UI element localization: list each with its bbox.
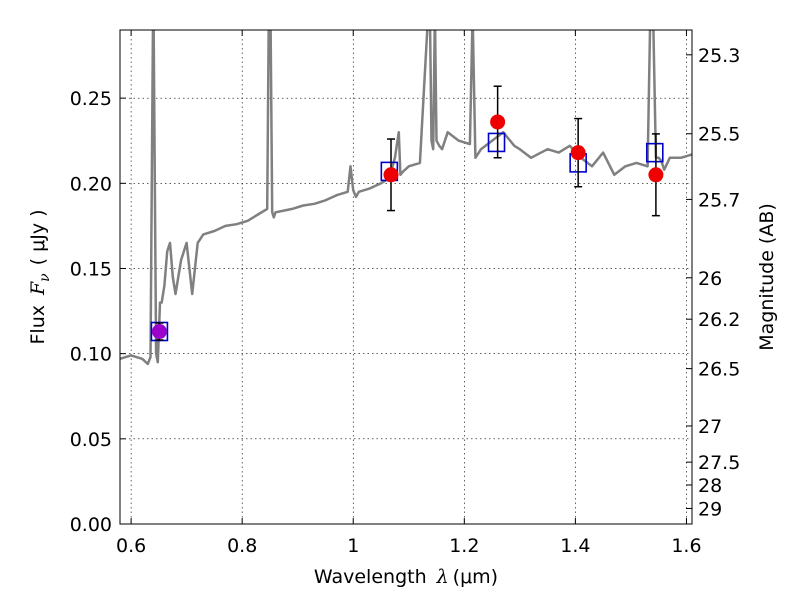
- y2-tick-label: 26: [698, 268, 722, 290]
- y2-tick-label: 27.5: [698, 452, 740, 474]
- y2-tick-label: 25.7: [698, 189, 740, 211]
- model-photometry-square: [487, 132, 506, 153]
- x-tick-label: 1.4: [560, 535, 590, 557]
- model-photometry-square: [645, 142, 664, 163]
- x-tick-label: 0.8: [227, 535, 257, 557]
- y2-tick-label: 29: [698, 498, 722, 520]
- observed-photometry-point: [648, 167, 664, 183]
- y2-tick-label: 25.3: [698, 45, 740, 67]
- y2-tick-label: 27: [698, 416, 722, 438]
- x-tick-label: 1.6: [671, 535, 701, 557]
- y2-tick-label: 26.2: [698, 309, 740, 331]
- x-tick-label: 1: [347, 535, 359, 557]
- y-tick-label: 0.00: [70, 514, 112, 536]
- x-axis-label: Wavelength λ (μm): [314, 566, 498, 588]
- y2-axis-label: Magnitude (AB): [756, 203, 778, 351]
- y-tick-label: 0.20: [70, 173, 112, 195]
- axes-frame: [119, 29, 693, 525]
- observed-photometry-point: [383, 167, 399, 183]
- observed-photometry-point: [570, 145, 586, 161]
- y2-tick-label: 26.5: [698, 359, 740, 381]
- grid: [120, 30, 692, 525]
- ticks: 0.6 0.8 1 1.2 1.4 1.6 0.00 0.05 0.10 0.15 0.20 0.25…: [70, 30, 740, 557]
- y-axis-label: FluxFν( μJy ): [27, 209, 53, 344]
- y-tick-label: 0.15: [70, 258, 112, 280]
- y2-tick-label: 25.5: [698, 124, 740, 146]
- y2-tick-label: 28: [698, 475, 722, 497]
- y-tick-label: 0.25: [70, 88, 112, 110]
- observed-photometry-point: [490, 114, 506, 130]
- x-tick-label: 0.6: [116, 535, 146, 557]
- y-tick-label: 0.10: [70, 344, 112, 366]
- y-tick-label: 0.05: [70, 429, 112, 451]
- plot-area: [120, 30, 692, 366]
- spectrum-line: [120, 30, 692, 366]
- observed-photometry-point: [151, 324, 167, 340]
- x-tick-label: 1.2: [449, 535, 479, 557]
